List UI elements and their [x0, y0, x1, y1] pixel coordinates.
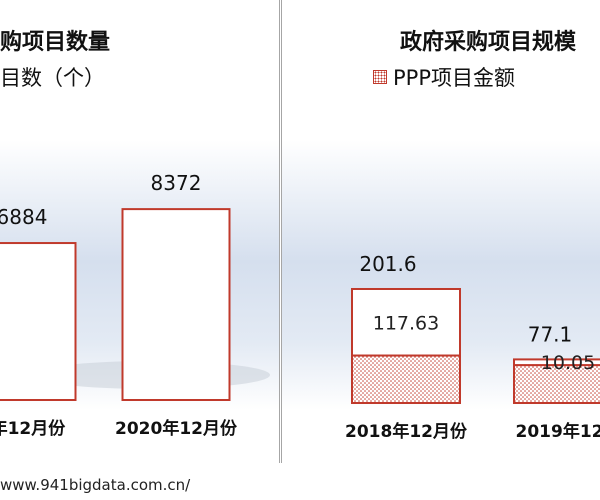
left-chart-svg: 6884 9年12月份 8372 2020年12月份	[0, 140, 279, 439]
chart-title: 购项目数量	[0, 30, 111, 55]
left-chart-panel: 6884 9年12月份 8372 2020年12月份 购项目数量 目数（个）	[0, 0, 280, 463]
category-label: 2018年12月份	[345, 421, 468, 442]
right-chart-svg: 117.63 201.6 2018年12月份 10.05 77.1 2019年12月	[282, 140, 600, 442]
category-label: 9年12月份	[0, 418, 66, 439]
legend-swatch-ppp	[373, 70, 387, 84]
bar-9年12月份	[0, 242, 77, 401]
value-label: 6884	[0, 205, 47, 229]
total-value-label: 77.1	[528, 322, 573, 346]
segment-value-label: 10.05	[541, 352, 595, 374]
legend-label: 目数（个）	[0, 66, 105, 90]
value-label: 8372	[151, 171, 202, 195]
chart-title: 政府采购项目规模	[400, 30, 577, 55]
legend-label-ppp: PPP项目金额	[393, 66, 515, 90]
category-label: 2019年12月	[516, 421, 600, 442]
category-label: 2020年12月份	[115, 418, 238, 439]
right-chart-panel: 117.63 201.6 2018年12月份 10.05 77.1 2019年12月 政府…	[281, 0, 600, 463]
bar-2020年12月份	[121, 208, 231, 401]
bar-top-segment	[513, 358, 600, 367]
total-value-label: 201.6	[359, 252, 416, 276]
source-url: www.941bigdata.com.cn/	[0, 476, 191, 494]
segment-value-label: 117.63	[373, 312, 439, 334]
bar-top-segment	[351, 287, 461, 357]
bar-ppp-segment	[351, 354, 461, 404]
